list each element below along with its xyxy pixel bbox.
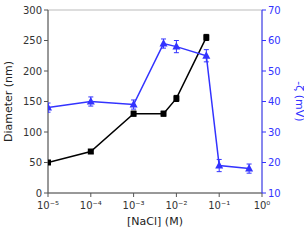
- y2-tick: [262, 132, 266, 133]
- point: [173, 95, 179, 101]
- y2-tick-label: 50: [268, 66, 281, 77]
- y-tick-label: 0: [36, 188, 42, 199]
- x-tick-label: 10⁻³: [123, 200, 145, 211]
- y2-tick-label: 70: [268, 5, 281, 16]
- y2-tick-label: 30: [268, 127, 281, 138]
- x-tick-label: 10⁻¹: [208, 200, 230, 211]
- error-bar: [161, 111, 166, 116]
- y2-tick: [262, 193, 266, 194]
- error-bar-cap: [174, 40, 179, 41]
- point: [88, 149, 94, 155]
- point: [245, 164, 253, 172]
- y2-tick-label: 60: [268, 35, 281, 46]
- error-bar-cap: [174, 52, 179, 53]
- point: [87, 97, 95, 105]
- y-tick: [44, 40, 48, 41]
- point: [215, 161, 223, 169]
- y2-tick: [262, 40, 266, 41]
- point: [172, 42, 180, 50]
- plot-frame: [48, 10, 262, 193]
- y-tick: [44, 101, 48, 102]
- y2-tick-label: 40: [268, 96, 281, 107]
- error-bar-cap: [247, 173, 252, 174]
- error-bar: [204, 34, 209, 40]
- error-bar-cap: [217, 159, 222, 160]
- y2-tick-label: 10: [268, 188, 281, 199]
- x-tick: [176, 193, 177, 197]
- error-bar-cap: [161, 48, 166, 49]
- error-bar: [174, 95, 179, 101]
- point: [203, 34, 209, 40]
- y2-tick: [262, 101, 266, 102]
- series-0: [48, 34, 209, 165]
- point: [130, 100, 138, 108]
- error-bar-cap: [204, 61, 209, 62]
- point: [131, 111, 137, 117]
- x-tick: [219, 193, 220, 197]
- error-bar: [131, 111, 136, 116]
- y2-tick-label: 20: [268, 157, 281, 168]
- y-tick-label: 50: [29, 157, 42, 168]
- point: [161, 111, 167, 117]
- x-tick: [262, 193, 263, 197]
- y-tick-label: 250: [23, 35, 42, 46]
- series-line: [48, 44, 249, 169]
- y2-tick: [262, 71, 266, 72]
- x-tick: [90, 193, 91, 197]
- x-tick-label: 10⁰: [254, 200, 271, 211]
- error-bar-cap: [88, 106, 93, 107]
- y-tick-label: 200: [23, 66, 42, 77]
- y2-tick: [262, 162, 266, 163]
- series-1: [48, 39, 253, 173]
- x-tick-label: 10⁻⁵: [37, 200, 59, 211]
- y-tick-label: 300: [23, 5, 42, 16]
- error-bar-cap: [48, 112, 51, 113]
- y-tick: [44, 132, 48, 133]
- error-bar-cap: [48, 103, 51, 104]
- x-axis-line: [48, 193, 262, 194]
- x-tick: [48, 193, 49, 197]
- point: [202, 51, 210, 59]
- y2-tick: [262, 10, 266, 11]
- x-tick: [133, 193, 134, 197]
- y-tick: [44, 71, 48, 72]
- x-tick-label: 10⁻⁴: [80, 200, 102, 211]
- data-group: [48, 34, 253, 173]
- y-tick-label: 150: [23, 96, 42, 107]
- y-tick: [44, 162, 48, 163]
- series-line: [48, 37, 206, 162]
- error-bar-cap: [131, 109, 136, 110]
- x-tick-label: 10⁻²: [165, 200, 187, 211]
- y2-axis-label: -ζ (mV): [293, 81, 304, 121]
- y-axis-label: Diameter (nm): [2, 61, 15, 142]
- point: [160, 39, 168, 47]
- error-bar-cap: [204, 49, 209, 50]
- y-tick-label: 100: [23, 127, 42, 138]
- chart: 10⁻⁵ 10⁻⁴ 10⁻³ 10⁻² 10⁻¹ 10⁰ 0 50 100 150 200 250 30…: [0, 0, 304, 231]
- x-axis-label: [NaCl] (M): [127, 215, 183, 228]
- point: [48, 103, 52, 111]
- y-tick: [44, 10, 48, 11]
- y-tick: [44, 193, 48, 194]
- error-bar-cap: [217, 171, 222, 172]
- point: [48, 160, 51, 166]
